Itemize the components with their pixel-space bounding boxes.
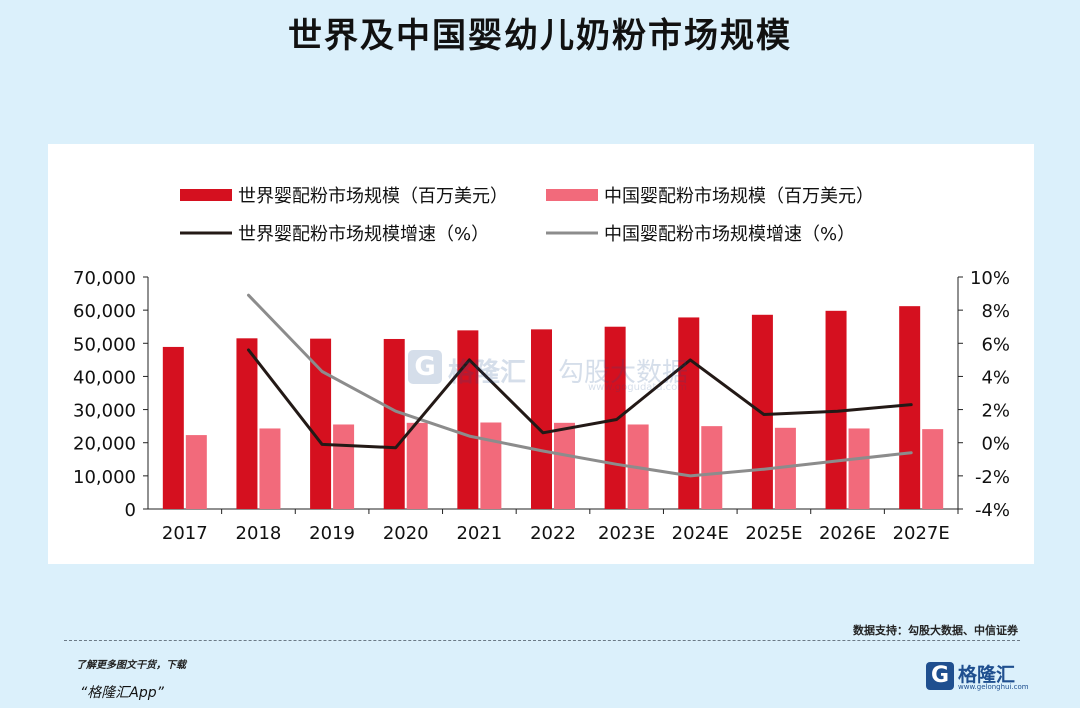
brand-logo-icon: G: [926, 662, 954, 690]
bar-china-2021: [480, 422, 502, 509]
legend-swatch-1: [546, 189, 598, 201]
legend-swatch-0: [180, 189, 232, 201]
y-right-tick-label: -2%: [975, 467, 1010, 488]
y-right-tick-label: 4%: [981, 367, 1010, 388]
x-tick-label: 2023E: [598, 523, 655, 544]
x-tick-label: 2017: [162, 523, 208, 544]
bar-world-2017: [162, 346, 184, 509]
bar-world-2018: [236, 338, 258, 509]
market-size-chart: 世界婴配粉市场规模（百万美元） 中国婴配粉市场规模（百万美元） 世界婴配粉市场规模增…: [73, 186, 1010, 544]
bar-world-2023E: [604, 326, 626, 509]
y-right-tick-label: 2%: [981, 401, 1010, 422]
data-source: 数据支持：勾股大数据、中信证券: [853, 624, 1018, 637]
y-left-tick-label: 70,000: [73, 268, 136, 289]
legend-label-2: 世界婴配粉市场规模增速（%）: [238, 224, 489, 245]
y-left-tick-label: 20,000: [73, 434, 136, 455]
bar-china-2020: [406, 422, 428, 509]
bar-china-2027E: [922, 429, 944, 509]
bar-china-2018: [259, 428, 281, 509]
legend-label-0: 世界婴配粉市场规模（百万美元）: [238, 186, 508, 207]
bar-world-2020: [383, 338, 405, 509]
bar-china-2022: [554, 422, 575, 509]
legend-label-3: 中国婴配粉市场规模增速（%）: [604, 224, 855, 245]
page-title: 世界及中国婴幼儿奶粉市场规模: [288, 16, 792, 56]
bar-world-2022: [531, 329, 552, 509]
bar-china-2024E: [701, 426, 723, 509]
bar-world-2027E: [899, 306, 921, 509]
bar-china-2019: [333, 424, 355, 509]
y-right-tick-label: 10%: [970, 268, 1010, 289]
x-tick-label: 2024E: [672, 523, 729, 544]
x-tick-label: 2026E: [819, 523, 876, 544]
bar-world-2019: [310, 338, 332, 509]
y-left-tick-label: 50,000: [73, 334, 136, 355]
y-left-tick-label: 60,000: [73, 301, 136, 322]
bar-china-2017: [185, 435, 207, 509]
bar-china-2026E: [848, 428, 870, 509]
legend-label-1: 中国婴配粉市场规模（百万美元）: [604, 186, 874, 207]
line-china-growth: [247, 293, 913, 478]
x-tick-label: 2027E: [893, 523, 950, 544]
x-tick-label: 2020: [383, 523, 429, 544]
divider: [64, 640, 1020, 641]
x-tick-label: 2021: [456, 523, 502, 544]
bar-china-2025E: [774, 427, 796, 509]
y-right-tick-label: -4%: [975, 500, 1010, 521]
x-tick-label: 2022: [530, 523, 576, 544]
x-tick-label: 2025E: [745, 523, 802, 544]
y-left-tick-label: 10,000: [73, 467, 136, 488]
y-left-tick-label: 40,000: [73, 367, 136, 388]
footer-note: 了解更多图文干货，下载: [76, 660, 186, 671]
x-tick-label: 2018: [236, 523, 282, 544]
y-right-tick-label: 0%: [981, 434, 1010, 455]
bar-world-2024E: [678, 317, 700, 509]
y-right-tick-label: 8%: [981, 301, 1010, 322]
y-right-tick-label: 6%: [981, 334, 1010, 355]
x-tick-label: 2019: [309, 523, 355, 544]
footer-app-name: “格隆汇App”: [80, 685, 164, 701]
line-world-growth: [247, 348, 913, 450]
y-left-tick-label: 30,000: [73, 401, 136, 422]
brand-name: 格隆汇: [958, 664, 1016, 686]
chart-card: 世界婴配粉市场规模（百万美元） 中国婴配粉市场规模（百万美元） 世界婴配粉市场规模增…: [48, 144, 1034, 564]
bar-world-2021: [457, 330, 479, 509]
brand-url: www.gelonghui.com: [958, 683, 1029, 691]
y-left-tick-label: 0: [125, 500, 136, 521]
brand-logo[interactable]: G 格隆汇 www.gelonghui.com: [926, 660, 1029, 694]
